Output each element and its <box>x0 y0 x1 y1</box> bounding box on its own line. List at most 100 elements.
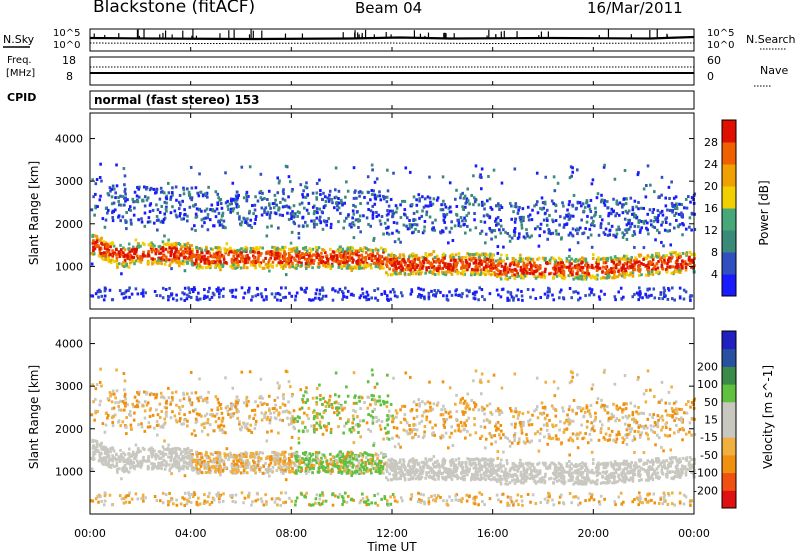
power-echo-cell <box>245 195 249 199</box>
power-echo-cell <box>540 207 544 211</box>
power-echo-cell <box>415 203 419 207</box>
velocity-echo-cell <box>418 498 421 502</box>
power-echo-cell <box>229 289 232 293</box>
power-echo-cell <box>190 198 194 202</box>
power-echo-cell <box>172 259 176 263</box>
power-echo-cell <box>385 200 389 204</box>
velocity-echo-cell <box>318 412 322 416</box>
power-echo-cell <box>638 260 641 264</box>
power-echo-cell <box>223 249 227 253</box>
velocity-echo-cell <box>324 405 328 409</box>
power-echo-cell <box>111 241 114 245</box>
power-echo-cell <box>436 196 440 200</box>
power-echo-cell <box>443 254 447 258</box>
velocity-echo-cell <box>686 468 690 472</box>
power-echo-cell <box>534 276 538 280</box>
velocity-echo-cell <box>555 479 559 483</box>
velocity-echo-cell <box>375 420 379 424</box>
power-echo-cell <box>567 254 571 258</box>
velocity-echo-cell <box>216 458 220 462</box>
power-echo-cell <box>578 226 582 230</box>
power-echo-cell <box>410 223 414 227</box>
power-echo-cell <box>633 292 636 296</box>
power-echo-cell <box>590 265 594 269</box>
power-echo-cell <box>167 191 171 195</box>
power-echo-cell <box>378 259 381 263</box>
velocity-echo-cell <box>242 471 246 475</box>
power-echo-cell <box>645 184 648 188</box>
velocity-echo-cell <box>410 430 413 434</box>
power-echo-cell <box>576 263 579 267</box>
power-echo-cell <box>91 178 95 182</box>
velocity-echo-cell <box>610 429 614 433</box>
velocity-echo-cell <box>151 413 155 417</box>
power-echo-cell <box>446 268 450 272</box>
power-echo-cell <box>398 272 401 276</box>
power-echo-cell <box>601 198 605 202</box>
power-echo-cell <box>290 189 294 193</box>
power-echo-cell <box>543 270 547 274</box>
power-echo-cell <box>590 245 594 249</box>
power-echo-cell <box>442 294 445 298</box>
power-echo-cell <box>136 185 139 189</box>
power-echo-cell <box>578 296 582 300</box>
power-echo-cell <box>684 252 688 256</box>
power-echo-cell <box>551 231 555 235</box>
power-echo-cell <box>317 257 321 261</box>
velocity-echo-cell <box>425 415 429 419</box>
power-echo-cell <box>296 260 300 264</box>
power-echo-cell <box>253 221 257 225</box>
power-echo-cell <box>305 181 308 185</box>
power-echo-cell <box>622 233 626 237</box>
power-echo-cell <box>434 259 438 263</box>
velocity-echo-cell <box>330 402 334 406</box>
power-echo-cell <box>161 240 165 244</box>
velocity-echo-cell <box>516 477 519 481</box>
velocity-echo-cell <box>551 423 554 427</box>
power-echo-cell <box>358 296 362 300</box>
power-echo-cell <box>528 271 532 275</box>
power-echo-cell <box>538 227 542 231</box>
power-echo-cell <box>281 197 285 201</box>
freq-left-tick-top: 18 <box>62 54 76 67</box>
power-echo-cell <box>96 244 100 248</box>
power-echo-cell <box>343 201 346 205</box>
power-echo-cell <box>411 263 415 267</box>
power-echo-cell <box>522 261 526 265</box>
power-echo-cell <box>354 189 357 193</box>
power-echo-cell <box>552 276 555 280</box>
power-echo-cell <box>278 213 282 217</box>
power-echo-cell <box>215 207 219 211</box>
power-echo-cell <box>468 202 471 206</box>
power-echo-cell <box>151 243 155 247</box>
power-echo-cell <box>175 247 178 251</box>
power-echo-cell <box>594 277 597 281</box>
power-echo-cell <box>182 188 186 192</box>
power-echo-cell <box>315 216 319 220</box>
power-echo-cell <box>423 229 426 233</box>
power-echo-cell <box>225 248 228 252</box>
power-echo-cell <box>194 203 197 207</box>
power-echo-cell <box>234 257 237 261</box>
power-echo-cell <box>215 287 219 291</box>
power-echo-cell <box>491 253 494 257</box>
power-echo-cell <box>107 256 110 260</box>
power-echo-cell <box>675 202 678 206</box>
power-echo-cell <box>260 213 264 217</box>
power-echo-cell <box>283 205 287 209</box>
power-echo-cell <box>486 253 490 257</box>
power-echo-cell <box>224 171 227 175</box>
power-echo-cell <box>386 209 389 213</box>
power-echo-cell <box>362 295 366 299</box>
velocity-echo-cell <box>391 414 394 418</box>
power-echo-cell <box>280 263 284 267</box>
power-echo-cell <box>406 264 410 268</box>
power-echo-cell <box>690 196 694 200</box>
power-echo-cell <box>608 228 612 232</box>
power-echo-cell <box>532 271 535 275</box>
power-echo-cell <box>257 251 261 255</box>
power-echo-cell <box>446 298 450 302</box>
power-echo-cell <box>427 295 431 299</box>
power-echo-cell <box>426 195 430 199</box>
velocity-echo-cell <box>188 496 192 500</box>
